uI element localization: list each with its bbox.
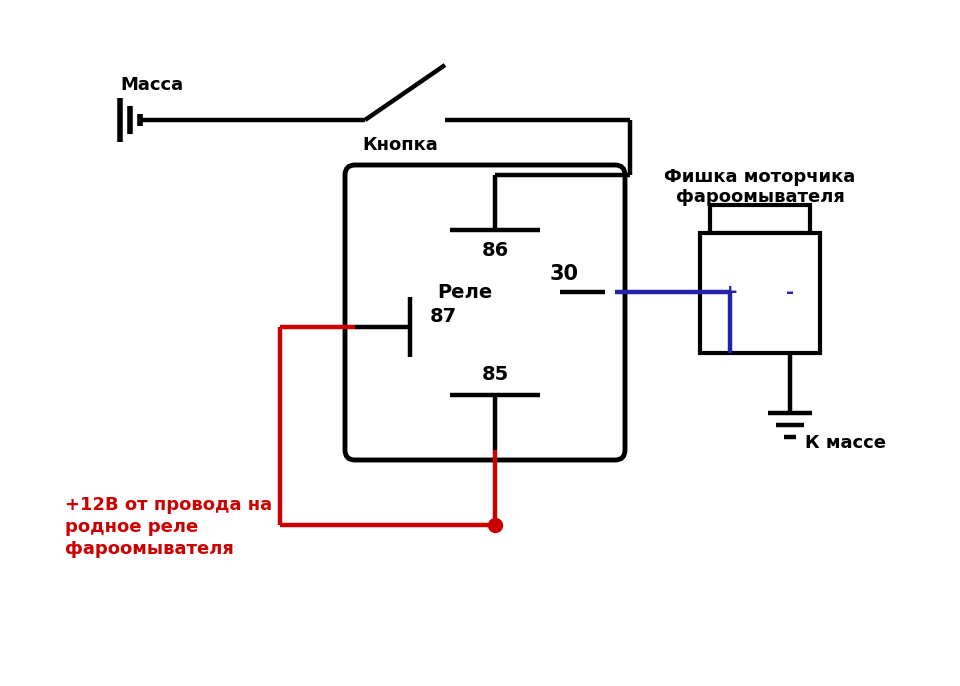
Text: Масса: Масса — [120, 76, 183, 94]
Text: Реле: Реле — [438, 283, 492, 302]
Text: +12В от провода на: +12В от провода на — [65, 496, 272, 514]
Text: 30: 30 — [550, 264, 579, 284]
Text: фароомывателя: фароомывателя — [65, 540, 234, 558]
Text: Фишка моторчика: Фишка моторчика — [664, 168, 855, 186]
Text: -: - — [786, 283, 794, 303]
Bar — [700, 233, 820, 353]
Text: Кнопка: Кнопка — [362, 136, 438, 154]
Text: фароомывателя: фароомывателя — [676, 188, 845, 206]
FancyBboxPatch shape — [345, 165, 625, 460]
Text: родное реле: родное реле — [65, 518, 199, 536]
Text: 86: 86 — [481, 241, 509, 259]
Text: +: + — [722, 283, 738, 303]
Bar — [710, 205, 810, 233]
Text: К массе: К массе — [805, 434, 886, 452]
Text: 87: 87 — [430, 307, 457, 327]
Text: 85: 85 — [481, 366, 509, 384]
